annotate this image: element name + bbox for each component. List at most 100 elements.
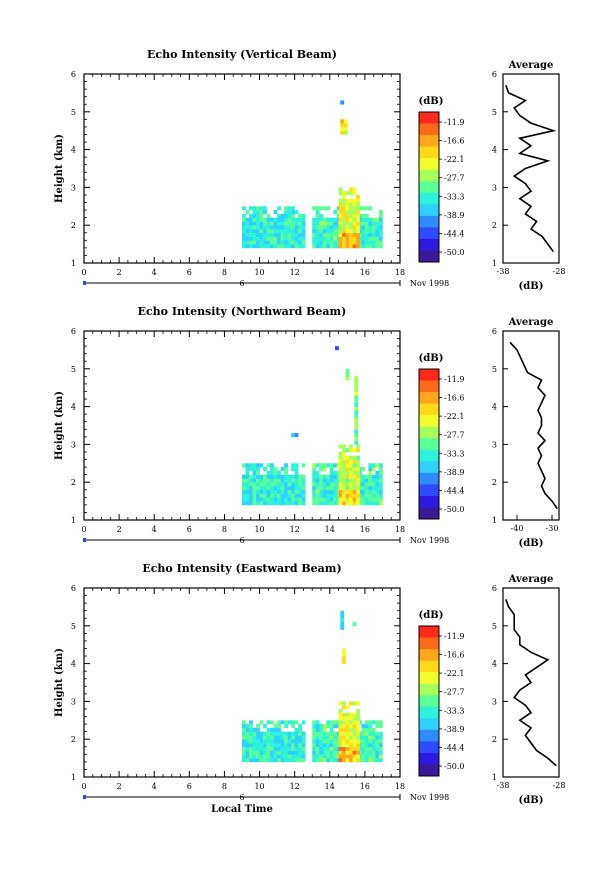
echo-cell xyxy=(378,485,383,491)
echo-cell xyxy=(371,240,376,245)
echo-cell xyxy=(352,206,357,211)
echo-cell xyxy=(284,478,288,483)
colorbar-segment xyxy=(419,752,439,765)
echo-cell xyxy=(266,232,271,237)
echo-cell xyxy=(356,716,360,721)
echo-cell xyxy=(326,474,331,479)
echo-cell xyxy=(364,206,369,211)
echo-cell xyxy=(277,735,281,740)
echo-cell xyxy=(326,236,331,241)
echo-cell xyxy=(375,750,380,755)
echo-cell xyxy=(378,217,383,222)
echo-cell xyxy=(378,463,383,468)
echo-cell xyxy=(364,485,369,491)
echo-cell xyxy=(294,750,299,755)
echo-cell xyxy=(259,720,264,725)
echo-cell xyxy=(342,451,346,457)
echo-cell xyxy=(345,232,350,237)
echo-cell xyxy=(291,497,295,502)
echo-cell xyxy=(298,217,302,222)
echo-cell xyxy=(298,724,302,729)
echo-cell xyxy=(270,474,274,479)
echo-cell xyxy=(378,210,383,215)
echo-cell xyxy=(280,742,285,748)
x-tick-label: 12 xyxy=(290,782,300,791)
echo-cell xyxy=(375,463,380,468)
average-x-label: (dB) xyxy=(519,795,544,806)
echo-cell xyxy=(245,501,250,506)
echo-cell xyxy=(345,478,350,483)
echo-cell xyxy=(242,244,246,249)
echo-cell xyxy=(256,493,260,498)
echo-cell xyxy=(280,482,285,487)
echo-cell xyxy=(263,497,267,502)
colorbar-segment xyxy=(419,729,439,742)
echo-cell xyxy=(252,501,257,506)
average-y-tick-label: 5 xyxy=(492,365,497,374)
colorbar-label: -50.0 xyxy=(444,505,465,514)
echo-cell xyxy=(280,720,285,725)
echo-cell xyxy=(270,236,274,241)
colorbar-segment xyxy=(419,649,439,662)
echo-cell xyxy=(356,489,360,494)
echo-cell xyxy=(356,739,360,744)
echo-cell xyxy=(342,455,346,460)
echo-cell xyxy=(284,225,288,230)
echo-cell xyxy=(287,244,292,249)
echo-cell xyxy=(319,731,324,736)
echo-cell xyxy=(368,463,373,468)
echo-cell xyxy=(371,482,376,487)
echo-cell xyxy=(245,735,250,740)
colorbar-segment xyxy=(419,181,439,194)
echo-cell xyxy=(361,739,366,744)
echo-cell xyxy=(378,474,383,479)
echo-cell xyxy=(298,735,302,740)
echo-cell xyxy=(319,463,324,468)
echo-cell xyxy=(342,656,346,661)
echo-cell xyxy=(378,731,383,736)
average-y-tick-label: 2 xyxy=(492,478,497,487)
echo-cell xyxy=(273,217,278,222)
echo-cell xyxy=(249,221,253,226)
echo-cell xyxy=(340,119,345,124)
echo-cell xyxy=(338,202,343,207)
echo-cell xyxy=(378,228,383,234)
echo-cell xyxy=(352,701,357,706)
echo-cell xyxy=(245,210,250,215)
echo-cell xyxy=(249,232,253,237)
echo-cell xyxy=(356,746,360,751)
echo-cell xyxy=(291,489,295,494)
average-frame xyxy=(502,587,560,778)
echo-cell xyxy=(338,217,343,222)
colorbar-unit: (dB) xyxy=(419,353,444,364)
average-y-tick-label: 4 xyxy=(492,660,497,669)
echo-cell xyxy=(371,236,376,241)
echo-cell xyxy=(252,493,257,498)
echo-cell xyxy=(345,493,350,498)
echo-cell xyxy=(352,240,357,245)
echo-cell xyxy=(338,206,343,211)
echo-cell xyxy=(342,210,346,215)
echo-cell xyxy=(352,470,357,475)
echo-cell xyxy=(352,213,357,218)
echo-cell xyxy=(333,240,338,245)
echo-cell xyxy=(287,478,292,483)
echo-cell xyxy=(338,731,343,736)
echo-cell xyxy=(259,758,264,763)
echo-cell xyxy=(338,742,343,748)
echo-cell xyxy=(368,232,373,237)
echo-cell xyxy=(312,720,317,725)
echo-cell xyxy=(277,244,281,249)
echo-cell xyxy=(333,720,338,725)
average-y-tick-label: 3 xyxy=(492,440,497,449)
echo-cell xyxy=(368,724,373,729)
echo-cell xyxy=(364,746,369,751)
echo-cell xyxy=(375,501,380,506)
echo-cell xyxy=(378,236,383,241)
echo-cell xyxy=(329,240,334,245)
y-tick-label: 5 xyxy=(71,108,76,117)
echo-cell xyxy=(322,497,327,502)
echo-cell xyxy=(329,746,334,751)
echo-cell xyxy=(378,497,383,502)
echo-cell xyxy=(356,474,360,479)
